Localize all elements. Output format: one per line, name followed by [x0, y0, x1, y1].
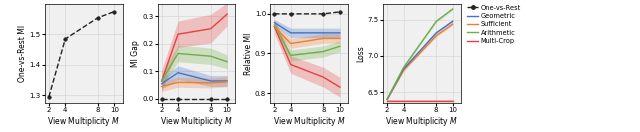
X-axis label: View Multiplicity $M$: View Multiplicity $M$: [47, 115, 120, 128]
X-axis label: View Multiplicity $M$: View Multiplicity $M$: [385, 115, 458, 128]
Y-axis label: Relative MI: Relative MI: [244, 32, 253, 75]
Y-axis label: Loss: Loss: [356, 45, 365, 62]
X-axis label: View Multiplicity $M$: View Multiplicity $M$: [160, 115, 233, 128]
Legend: One-vs-Rest, Geometric, Sufficient, Arithmetic, Multi-Crop: One-vs-Rest, Geometric, Sufficient, Arit…: [465, 2, 524, 47]
Y-axis label: One-vs-Rest MI: One-vs-Rest MI: [19, 25, 28, 82]
X-axis label: View Multiplicity $M$: View Multiplicity $M$: [273, 115, 346, 128]
Y-axis label: MI Gap: MI Gap: [131, 40, 140, 67]
